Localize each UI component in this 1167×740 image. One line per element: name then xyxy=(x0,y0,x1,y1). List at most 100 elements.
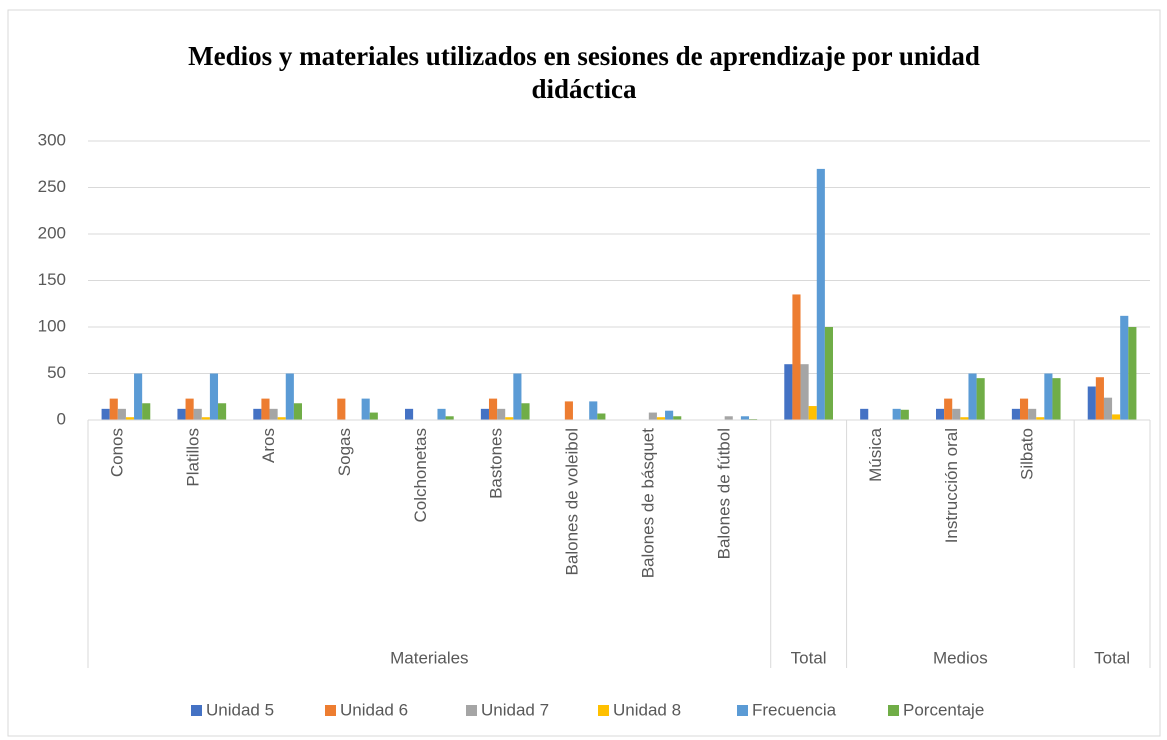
bar xyxy=(800,364,809,420)
legend-swatch xyxy=(191,705,202,716)
bar xyxy=(101,408,110,420)
bar xyxy=(892,408,901,420)
group-label: Medios xyxy=(933,648,988,667)
bar xyxy=(673,416,682,420)
legend-label: Unidad 6 xyxy=(340,700,408,719)
legend-swatch xyxy=(888,705,899,716)
bar xyxy=(1019,398,1029,420)
bar xyxy=(261,398,270,420)
x-tick-label: Platillos xyxy=(183,428,202,487)
bar xyxy=(1112,414,1121,420)
bar xyxy=(648,412,657,420)
x-tick-label: Balones de fútbol xyxy=(714,428,733,559)
bar xyxy=(125,417,135,420)
bar xyxy=(1095,377,1104,420)
bar xyxy=(480,408,489,420)
bar xyxy=(201,417,210,420)
bar xyxy=(936,408,945,420)
legend-label: Unidad 8 xyxy=(613,700,681,719)
bar xyxy=(337,398,346,420)
legend-swatch xyxy=(737,705,748,716)
x-tick-label: Música xyxy=(866,427,885,481)
bar xyxy=(218,403,227,420)
bar xyxy=(1044,373,1053,420)
bar xyxy=(488,398,498,420)
x-tick-label: Instrucción oral xyxy=(942,428,961,543)
bar xyxy=(109,398,118,420)
bar xyxy=(185,398,194,420)
y-tick-label: 150 xyxy=(38,270,66,289)
bar xyxy=(361,398,370,420)
bar xyxy=(209,373,219,420)
chart-title: Medios y materiales utilizados en sesion… xyxy=(188,41,980,104)
bar xyxy=(521,403,530,420)
bar xyxy=(117,408,126,420)
bar xyxy=(293,403,302,420)
bar xyxy=(142,403,151,420)
bar xyxy=(740,416,750,420)
y-tick-label: 100 xyxy=(38,316,66,335)
group-label: Total xyxy=(1094,648,1130,667)
bar xyxy=(589,401,598,420)
bar xyxy=(944,398,953,420)
bar xyxy=(665,410,674,420)
group-label: Total xyxy=(791,648,827,667)
y-tick-label: 300 xyxy=(38,130,66,149)
bar xyxy=(1087,386,1096,420)
bar xyxy=(792,294,801,420)
x-tick-label: Silbato xyxy=(1018,428,1037,480)
bar xyxy=(597,413,606,420)
bar xyxy=(816,168,825,420)
bar xyxy=(1011,408,1020,420)
group-label: Materiales xyxy=(390,648,468,667)
bar xyxy=(193,408,202,420)
legend-swatch xyxy=(325,705,336,716)
x-tick-label: Balones de básquet xyxy=(638,428,657,579)
x-tick-label: Bastones xyxy=(487,428,506,499)
legend-label: Unidad 5 xyxy=(206,700,274,719)
bar xyxy=(784,364,793,420)
legend-label: Porcentaje xyxy=(903,700,984,719)
x-tick-label: Aros xyxy=(259,428,278,463)
legend-label: Frecuencia xyxy=(752,700,837,719)
bar xyxy=(369,412,378,420)
bar xyxy=(505,417,514,420)
bar xyxy=(900,409,909,420)
bar xyxy=(808,406,817,420)
bar xyxy=(860,408,869,420)
bar xyxy=(405,408,414,420)
bar xyxy=(976,378,985,420)
bar xyxy=(253,408,262,420)
legend-swatch xyxy=(598,705,609,716)
y-tick-label: 250 xyxy=(38,177,66,196)
bar xyxy=(724,416,733,420)
bar xyxy=(1103,397,1113,420)
bar xyxy=(564,401,573,420)
bar xyxy=(285,373,294,420)
bar xyxy=(1128,327,1137,420)
bar xyxy=(437,408,446,420)
bar xyxy=(497,408,506,420)
bar xyxy=(269,408,278,420)
bar xyxy=(177,408,186,420)
x-tick-label: Colchonetas xyxy=(411,428,430,523)
legend-swatch xyxy=(466,705,477,716)
y-tick-label: 50 xyxy=(47,363,66,382)
x-tick-label: Sogas xyxy=(335,428,354,476)
bar xyxy=(824,327,833,420)
y-tick-label: 0 xyxy=(57,409,66,428)
bar xyxy=(445,416,454,420)
x-tick-label: Balones de voleibol xyxy=(563,428,582,575)
bar xyxy=(513,373,522,420)
x-tick-label: Conos xyxy=(107,428,126,477)
bar xyxy=(1052,378,1061,420)
bar xyxy=(952,408,961,420)
bar xyxy=(960,417,969,420)
bar xyxy=(1036,417,1045,420)
bar xyxy=(1028,408,1037,420)
bar xyxy=(968,373,977,420)
legend-label: Unidad 7 xyxy=(481,700,549,719)
bar xyxy=(656,417,666,420)
